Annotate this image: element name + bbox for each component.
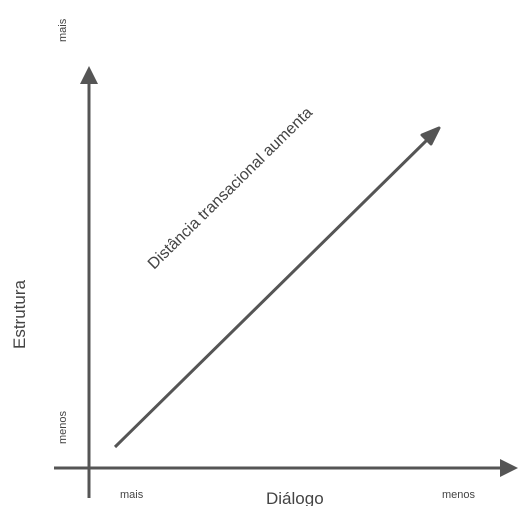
y-axis-bottom-label: menos [57, 410, 69, 444]
x-axis-left-label: mais [120, 489, 144, 501]
transactional-distance-arrow [113, 137, 430, 449]
y-axis-arrowhead [80, 66, 98, 84]
transactional-distance-arrowhead [420, 126, 441, 146]
y-axis-top-label: mais [57, 18, 69, 42]
x-axis-arrowhead [500, 459, 518, 477]
arrow-label: Distância transacional aumenta [145, 104, 316, 273]
y-axis-title: Estrutura [10, 279, 29, 349]
x-axis-right-label: menos [442, 489, 476, 501]
x-axis-title: Diálogo [266, 489, 324, 506]
